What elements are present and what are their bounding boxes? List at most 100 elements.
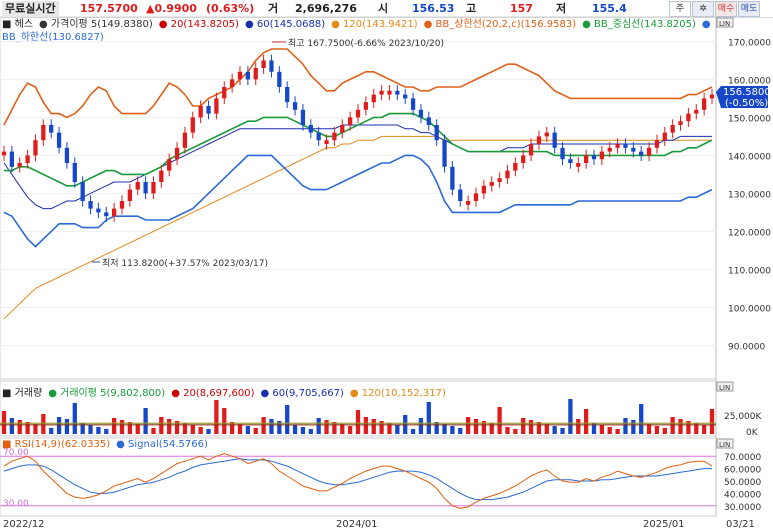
volume-bar: [371, 419, 376, 434]
candle: [709, 94, 715, 99]
buy-button[interactable]: 매수: [715, 1, 737, 17]
candle: [41, 125, 46, 141]
candle: [190, 117, 195, 133]
candle: [465, 201, 471, 205]
bb-lower-line: [3, 154, 713, 248]
candle: [450, 166, 455, 190]
candle: [1, 151, 7, 156]
candle: [528, 144, 534, 156]
high-annotation: 최고 167.7500(-6.66% 2023/10/20): [288, 38, 444, 49]
candle: [505, 170, 510, 179]
y-tick-label: 150.0000: [728, 114, 771, 124]
volume-bar: [654, 426, 660, 434]
candle: [119, 201, 125, 209]
y-tick-label: 30.0000: [724, 503, 761, 513]
volume-bar: [489, 423, 494, 434]
price-panel-frame: [0, 16, 717, 380]
candle: [80, 182, 85, 201]
volume-bar: [159, 417, 164, 434]
ma60-line: [3, 124, 712, 210]
legend-item: ● BB_중심선(143.8205): [582, 19, 696, 30]
rsi-lower-label: 30.00: [3, 499, 29, 509]
y-tick-label: 25,000K: [724, 412, 762, 422]
volume-bar: [521, 418, 526, 434]
volume-bar: [513, 429, 518, 434]
volume-bar: [245, 426, 251, 434]
volume-bar: [662, 428, 667, 434]
candle: [686, 113, 691, 122]
candle: [599, 151, 605, 160]
rsi-upper-label: 70.00: [3, 448, 29, 458]
volume-bar: [182, 423, 188, 434]
candle: [182, 132, 188, 148]
volume-bar: [229, 422, 235, 434]
candle: [25, 155, 30, 163]
volume-bar: [709, 409, 715, 434]
week-button[interactable]: 주: [669, 1, 691, 17]
candle: [292, 102, 298, 110]
volume-bar: [387, 423, 392, 434]
candle: [159, 170, 164, 182]
candle: [269, 60, 274, 72]
bb-upper-line: [3, 48, 713, 126]
legend-item: ● 60(9,705,667): [260, 388, 344, 399]
candle: [324, 140, 329, 144]
candle: [489, 182, 494, 186]
volume-bar: [277, 421, 282, 434]
candle: [363, 102, 369, 110]
volume-bar: [497, 407, 502, 434]
legend-item: ● 120(143.9421): [331, 19, 418, 30]
volume-bar: [96, 427, 101, 434]
candle: [387, 90, 392, 95]
low-label: 저: [556, 2, 567, 15]
candle: [17, 163, 22, 167]
volume-bar: [253, 428, 258, 434]
sell-button[interactable]: 매도: [738, 1, 760, 17]
candle: [198, 106, 203, 118]
candle: [497, 178, 502, 182]
volume-bar: [701, 425, 707, 434]
volume-bar: [544, 424, 549, 434]
volume-bar: [355, 410, 361, 434]
volume-bar: [599, 425, 605, 434]
volume-bar: [450, 426, 455, 434]
volume-bar: [261, 417, 266, 434]
volume-bar: [694, 423, 699, 434]
candle: [639, 151, 644, 156]
volume-bar: [1, 411, 7, 434]
volume-bar: [670, 417, 675, 434]
candle: [174, 147, 180, 160]
volume-bar: [458, 428, 463, 434]
rsi-scale-badge: [716, 438, 734, 449]
volume-bar: [56, 417, 62, 434]
candle: [253, 68, 258, 80]
legend-item: ■ 헤스: [2, 19, 34, 30]
candle: [418, 109, 424, 118]
legend-item: ■ RSI(14,9)(62.0335): [2, 439, 111, 450]
volume-bar: [316, 418, 321, 434]
x-tick-label: 2025/01: [643, 519, 685, 530]
y-tick-label: 120.0000: [728, 228, 771, 238]
candle: [623, 144, 628, 148]
volume-scale-badge-text[interactable]: LIN: [719, 384, 730, 392]
candle: [654, 140, 660, 148]
legend-item: ● 20(8,697,600): [171, 388, 255, 399]
y-tick-label: 70.0000: [724, 453, 761, 463]
volume-bar: [473, 419, 479, 434]
candle: [662, 132, 667, 141]
x-tick-label: 2024/01: [336, 519, 378, 530]
current-price: 157.5700: [80, 2, 138, 15]
realtime-label[interactable]: 무료실시간: [2, 1, 59, 16]
volume-bar: [285, 405, 290, 434]
candle: [426, 117, 431, 125]
candle: [135, 182, 140, 190]
candle: [481, 185, 487, 194]
price-change-pct: (0.63%): [206, 2, 255, 15]
price-scale-badge-text[interactable]: LIN: [719, 20, 730, 28]
price-scale-badge: [716, 17, 734, 28]
volume-scale-badge: [716, 381, 734, 392]
volume-bar: [591, 423, 597, 434]
rsi-scale-badge-text[interactable]: LIN: [719, 441, 730, 449]
volume-bar: [607, 427, 612, 434]
